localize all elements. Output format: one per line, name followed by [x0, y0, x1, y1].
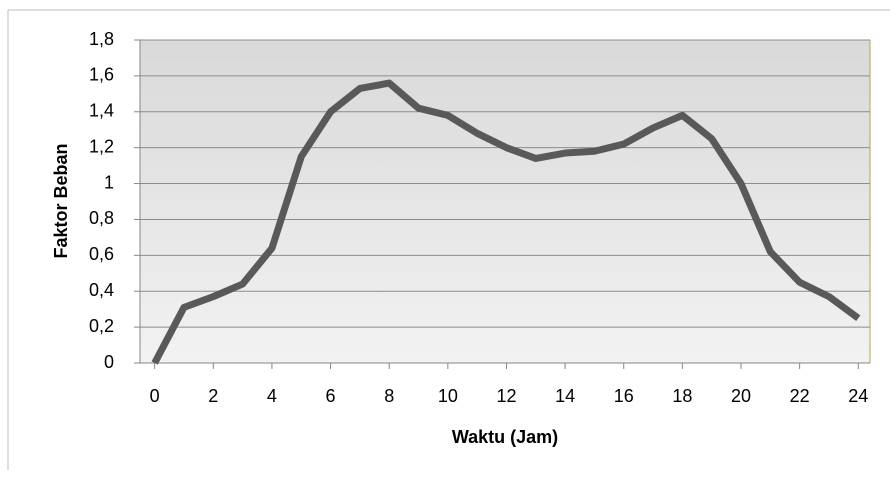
y-tick-label: 1,4: [89, 101, 114, 121]
x-tick-label: 22: [790, 386, 810, 406]
x-tick-label: 0: [150, 386, 160, 406]
x-tick-label: 20: [731, 386, 751, 406]
x-tick-label: 10: [438, 386, 458, 406]
x-tick-label: 4: [267, 386, 277, 406]
x-tick-label: 8: [384, 386, 394, 406]
plot-area: [140, 40, 870, 363]
y-tick-label: 0,6: [89, 244, 114, 264]
y-tick-label: 0: [104, 352, 114, 372]
x-tick-label: 24: [848, 386, 868, 406]
x-tick-label: 6: [326, 386, 336, 406]
y-tick-label: 1: [104, 172, 114, 192]
x-tick-label: 14: [555, 386, 575, 406]
chart: Waktu (Jam) Faktor Beban 0 0,2 0,4 0,6 0,8 1 1…: [0, 0, 891, 479]
y-tick-label: 1,6: [89, 65, 114, 85]
x-tick-label: 12: [496, 386, 516, 406]
y-tick-label: 0,8: [89, 208, 114, 228]
y-tick-label: 0,4: [89, 280, 114, 300]
y-axis-title: Faktor Beban: [51, 143, 71, 258]
y-tick-label: 1,8: [89, 29, 114, 49]
x-axis-title: Waktu (Jam): [452, 427, 558, 447]
y-tick-label: 0,2: [89, 316, 114, 336]
x-tick-label: 18: [672, 386, 692, 406]
x-tick-label: 2: [208, 386, 218, 406]
y-tick-label: 1,2: [89, 136, 114, 156]
x-tick-label: 16: [614, 386, 634, 406]
